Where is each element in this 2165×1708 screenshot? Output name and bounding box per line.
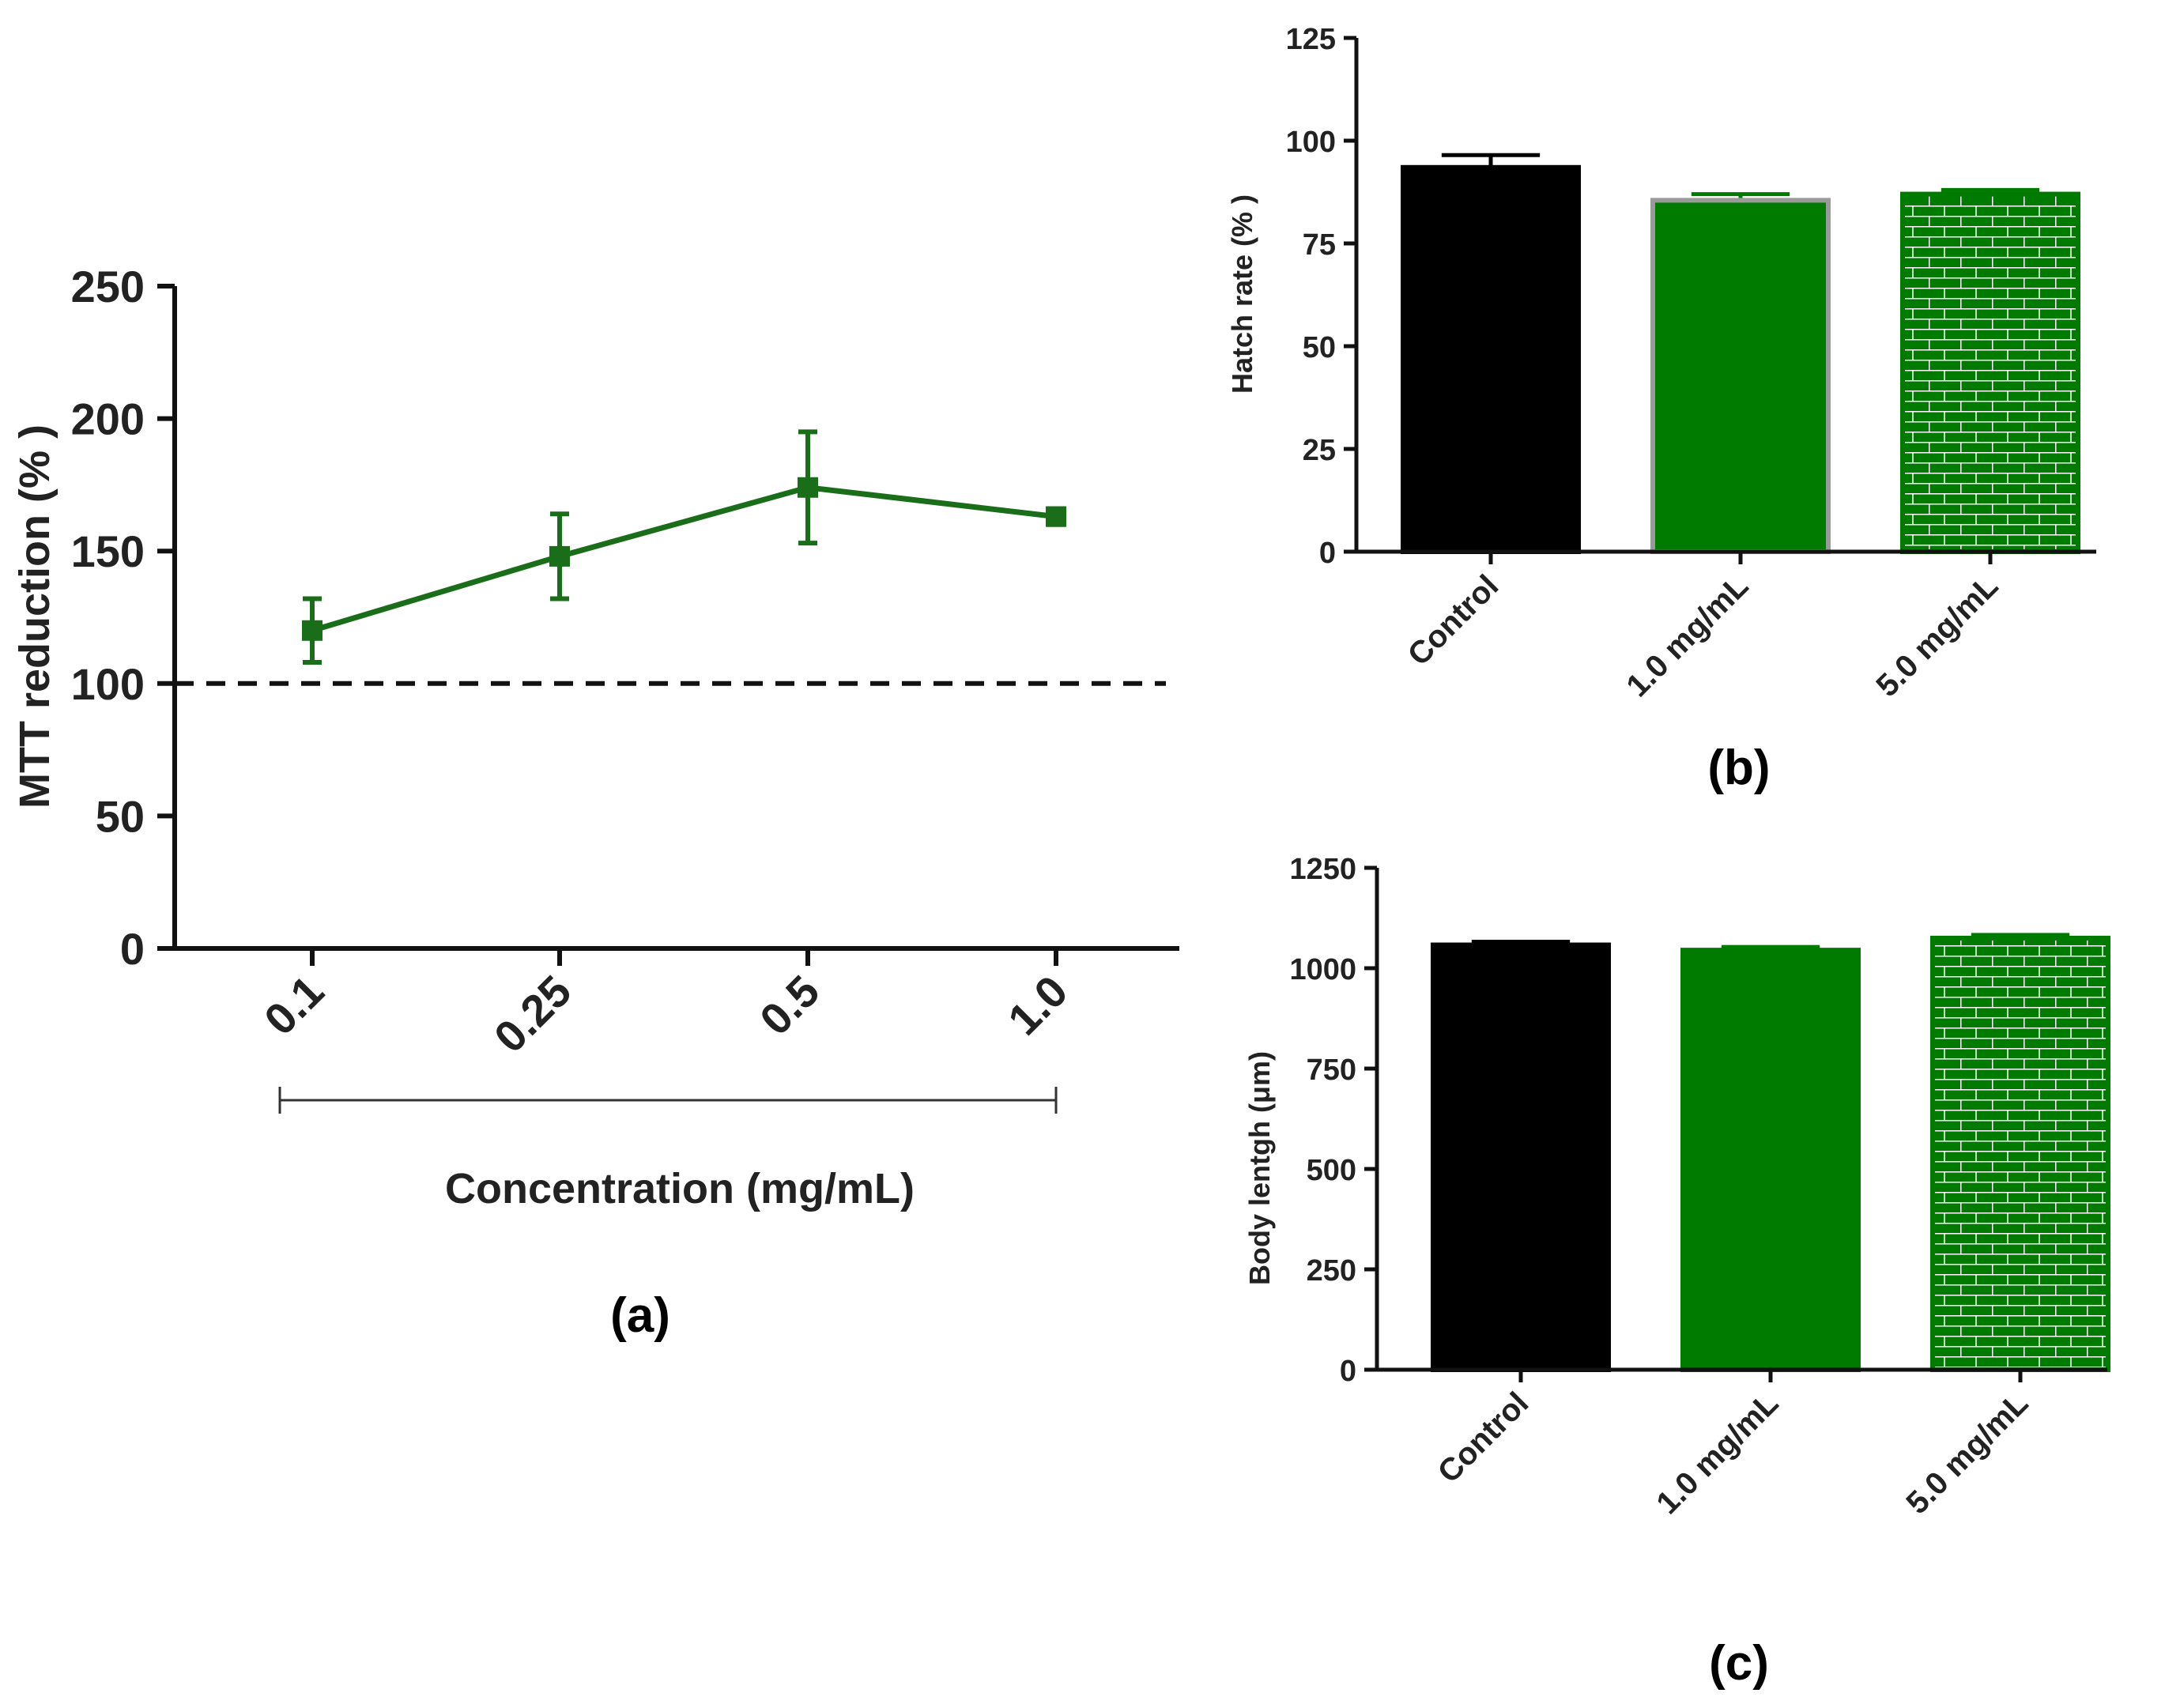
y-tick-label: 50	[1303, 331, 1336, 364]
panel-a-plot-area	[175, 429, 1166, 686]
y-tick-label: 25	[1303, 434, 1336, 467]
panel-a-label: (a)	[610, 1288, 670, 1343]
y-tick-label: 125	[1286, 23, 1336, 56]
panel-a-y-ticks: 0 50 100 150 200 250	[71, 262, 175, 974]
y-tick-label: 1000	[1289, 953, 1356, 986]
y-tick-label: 75	[1303, 228, 1336, 262]
y-tick-label: 100	[1286, 126, 1336, 159]
x-tick-label: 1.0 mg/mL	[1620, 568, 1755, 703]
panel-a-line-chart: 0 50 100 150 200 250 0.1 0.25 0.5 1.0 Concentrat…	[11, 262, 1179, 1343]
x-tick-label: 0.5	[750, 966, 829, 1045]
panel-b-x-ticks: Control 1.0 mg/mL 5.0 mg/mL	[1401, 552, 2005, 703]
bar	[1650, 198, 1831, 554]
panel-c-plot-area	[1431, 933, 2110, 1372]
panel-c-x-ticks: Control 1.0 mg/mL 5.0 mg/mL	[1431, 1370, 2035, 1521]
y-tick-label: 250	[1307, 1254, 1356, 1288]
panel-c-y-ticks: 0 250 500 750 1000 1250	[1289, 853, 1377, 1388]
panel-c-bar-chart: 0 250 500 750 1000 1250 Control 1.0 mg/mL 5.0 m…	[1243, 853, 2110, 1691]
y-tick-label: 100	[71, 659, 145, 709]
x-tick-label: 5.0 mg/mL	[1869, 568, 2005, 703]
bar	[1431, 942, 1611, 1372]
bar	[1900, 191, 2080, 554]
panel-b-plot-area	[1401, 153, 2080, 555]
x-tick-label: 1.0	[998, 966, 1077, 1045]
panel-b-label: (b)	[1707, 741, 1770, 795]
y-tick-label: 0	[1340, 1355, 1356, 1388]
data-point	[302, 620, 322, 641]
panel-c-label: (c)	[1709, 1636, 1769, 1691]
x-tick-label: 1.0 mg/mL	[1650, 1386, 1785, 1521]
y-tick-label: 500	[1307, 1154, 1356, 1187]
y-tick-label: 250	[71, 262, 145, 311]
y-tick-label: 200	[71, 394, 145, 444]
panel-b-y-ticks: 0 25 50 75 100 125	[1286, 23, 1356, 570]
y-tick-label: 150	[71, 526, 145, 576]
y-tick-label: 0	[1319, 537, 1336, 570]
x-tick-label: Control	[1401, 568, 1506, 673]
data-point	[1046, 506, 1066, 527]
x-tick-label: 0.25	[485, 966, 581, 1062]
panel-a-range-bracket	[278, 1087, 1058, 1114]
x-tick-label: 5.0 mg/mL	[1899, 1386, 2035, 1521]
y-tick-label: 50	[96, 791, 145, 841]
bar	[1401, 164, 1581, 555]
panel-c-y-axis-title: Body lentgh (μm)	[1243, 1051, 1276, 1285]
bar	[1680, 948, 1861, 1372]
series-line	[311, 484, 1057, 634]
x-tick-label: Control	[1431, 1386, 1536, 1490]
data-point	[798, 477, 818, 498]
panel-a-x-axis-title: Concentration (mg/mL)	[445, 1165, 915, 1212]
x-tick-label: 0.1	[255, 966, 334, 1045]
panel-b-y-axis-title: Hatch rate (% )	[1226, 194, 1258, 394]
data-point	[549, 545, 570, 567]
y-tick-label: 0	[120, 924, 145, 974]
panel-a-y-axis-title: MTT reduction (% )	[11, 424, 58, 809]
bar	[1930, 935, 2110, 1372]
y-tick-label: 750	[1307, 1054, 1356, 1087]
y-tick-label: 1250	[1289, 853, 1356, 886]
panel-a-x-ticks: 0.1 0.25 0.5 1.0	[255, 948, 1077, 1062]
